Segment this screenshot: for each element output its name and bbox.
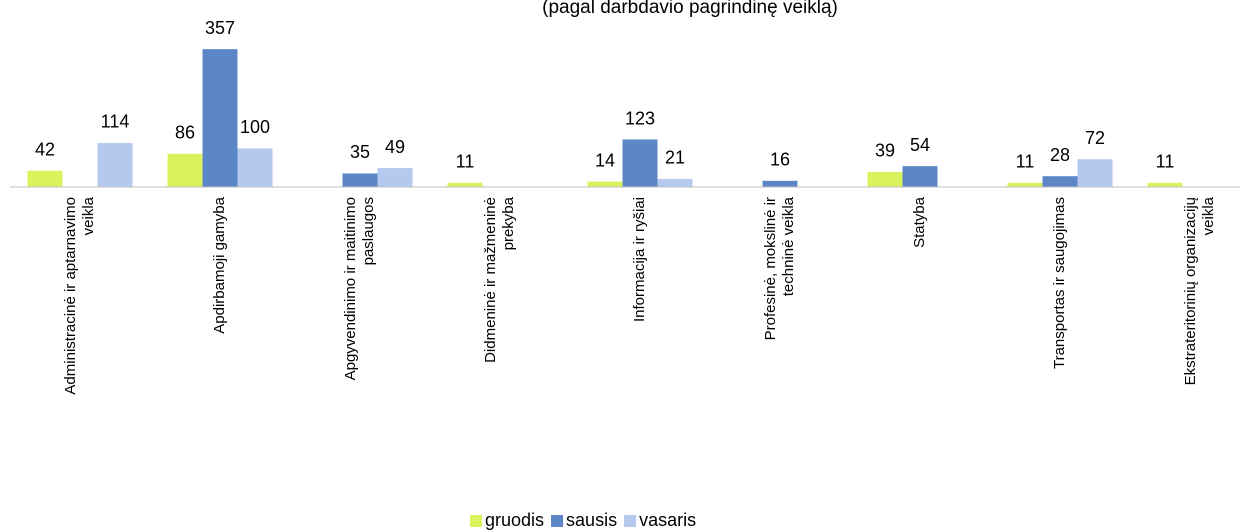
- legend-label: sausis: [566, 510, 617, 530]
- bar: [447, 182, 483, 187]
- bar: [1147, 182, 1183, 187]
- value-label: 35: [350, 142, 370, 162]
- value-label: 357: [205, 18, 235, 38]
- value-label: 14: [595, 150, 615, 170]
- bar: [762, 180, 798, 187]
- x-tick-label: Didmeninė ir mažmeninėprekyba: [482, 196, 517, 363]
- value-label: 100: [240, 117, 270, 137]
- x-tick-label: Administracinė ir aptarnavimoveikla: [62, 196, 97, 394]
- x-tick-label: Apgyvendinimo ir maitinimopaslaugos: [342, 197, 377, 380]
- value-label: 39: [875, 141, 895, 161]
- bar: [167, 153, 203, 187]
- value-label: 16: [770, 150, 790, 170]
- bar: [237, 148, 273, 187]
- value-label: 54: [910, 135, 930, 155]
- x-tick-label: Transportas ir saugojimas: [1051, 197, 1068, 369]
- value-label: 11: [1016, 152, 1035, 172]
- bar: [202, 49, 238, 188]
- value-label: 11: [456, 152, 475, 172]
- value-label: 11: [1156, 152, 1175, 172]
- legend-label: gruodis: [485, 510, 544, 530]
- legend-swatch: [551, 515, 564, 527]
- bar: [377, 168, 413, 187]
- value-label: 123: [625, 108, 655, 128]
- bar: [342, 173, 378, 187]
- bar: [902, 166, 938, 187]
- value-label: 28: [1050, 145, 1070, 165]
- legend-swatch: [624, 515, 637, 527]
- bar: [1042, 176, 1078, 187]
- bar: [97, 142, 133, 187]
- x-tick-label: Informacija ir ryšiai: [631, 197, 648, 322]
- x-tick-label: Ekstrateritorinių organizacijųveikla: [1182, 196, 1217, 385]
- value-label: 86: [175, 123, 195, 143]
- value-label: 72: [1085, 128, 1105, 148]
- bar: [657, 178, 693, 187]
- x-tick-label: Apdirbamoji gamyba: [211, 196, 228, 333]
- legend-label: vasaris: [639, 510, 696, 530]
- bar: [1007, 182, 1043, 187]
- bar: [867, 171, 903, 187]
- x-tick-label: Statyba: [911, 196, 928, 248]
- bar: [27, 170, 63, 187]
- legend-swatch: [470, 515, 482, 527]
- value-label: 114: [101, 112, 130, 132]
- bar: [622, 139, 658, 187]
- bar: [1077, 159, 1113, 187]
- value-label: 21: [665, 148, 685, 168]
- x-tick-label: Profesinė, mokslinė irtechninė veikla: [762, 196, 797, 340]
- chart-subtitle: (pagal darbdavio pagrindinę veiklą): [542, 0, 838, 18]
- value-label: 42: [35, 140, 55, 160]
- value-label: 49: [385, 137, 405, 157]
- bar: [587, 181, 623, 187]
